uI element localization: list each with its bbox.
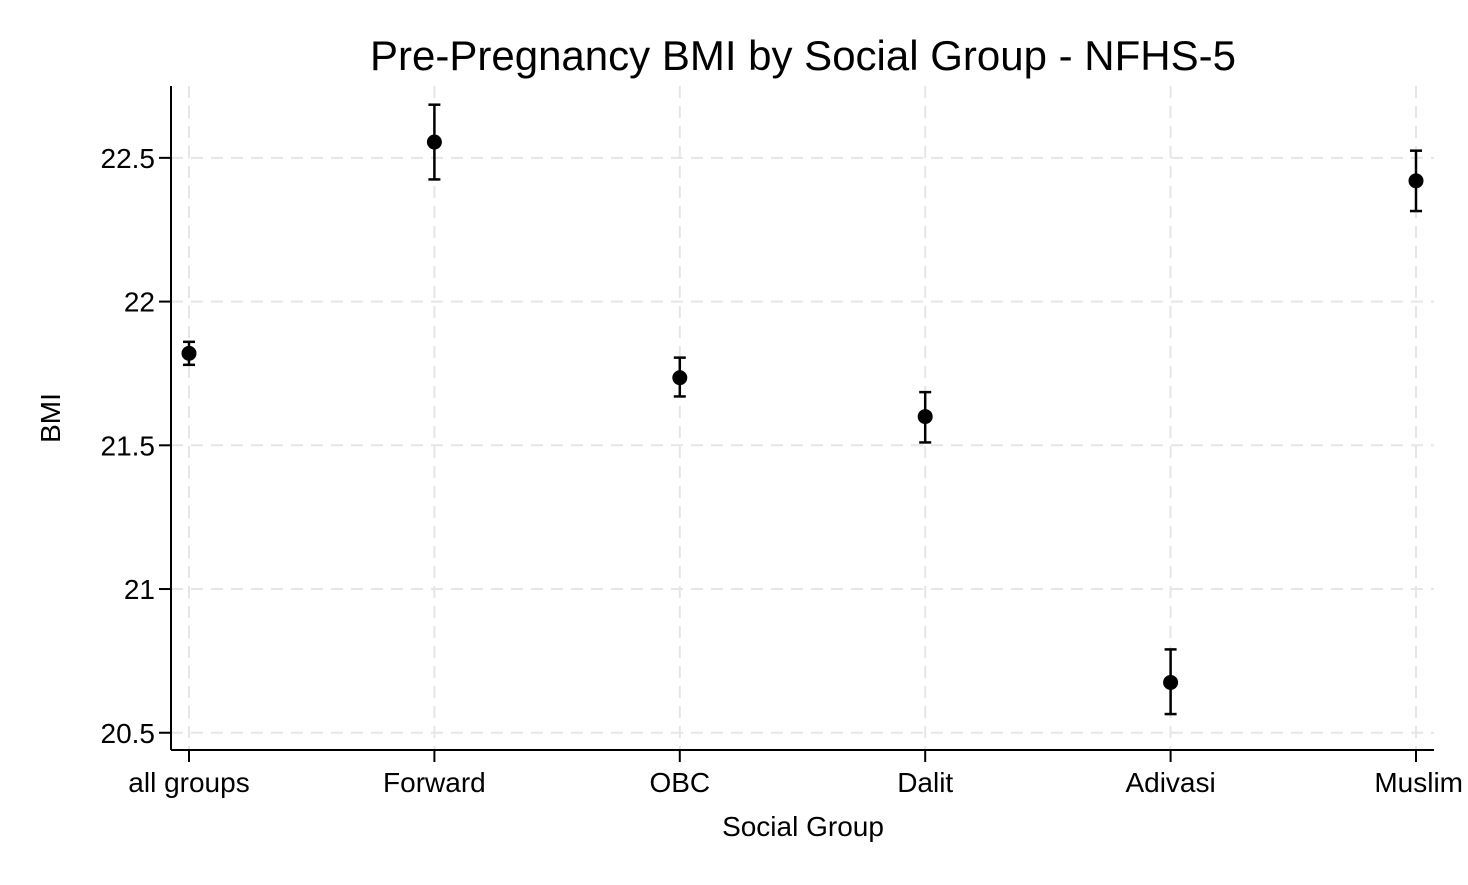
x-tick-label: Dalit [897, 767, 953, 798]
data-point [1163, 674, 1179, 690]
y-axis-label: BMI [35, 393, 66, 443]
data-marks [181, 103, 1424, 716]
x-tick-label: Adivasi [1125, 767, 1215, 798]
y-grid [171, 156, 1434, 734]
x-tick-label: Muslim [1374, 767, 1463, 798]
y-tick-label: 21 [124, 574, 155, 605]
estimate-muslim [1408, 149, 1424, 213]
x-tick-label: all groups [128, 767, 249, 798]
estimate-adivasi [1163, 648, 1179, 716]
x-tick-label: OBC [649, 767, 710, 798]
estimate-dalit [917, 390, 933, 444]
y-ticks: 20.5 21 21.5 22 22.5 [101, 143, 171, 749]
estimate-obc [672, 356, 688, 398]
x-axis-label: Social Group [722, 811, 884, 842]
estimate-all-groups [181, 340, 197, 367]
estimate-forward [426, 103, 442, 181]
data-point [426, 134, 442, 150]
x-grid [188, 86, 1417, 750]
y-tick-label: 21.5 [101, 430, 156, 461]
data-point [672, 370, 688, 386]
y-tick-label: 22.5 [101, 143, 156, 174]
data-point [1408, 173, 1424, 189]
chart-title: Pre-Pregnancy BMI by Social Group - NFHS… [370, 32, 1236, 79]
y-tick-label: 20.5 [101, 718, 156, 749]
axes [170, 86, 1434, 751]
y-tick-label: 22 [124, 287, 155, 318]
data-point [181, 345, 197, 361]
x-ticks: all groups Forward OBC Dalit Adivasi Muslim [128, 750, 1463, 798]
x-tick-label: Forward [383, 767, 486, 798]
data-point [917, 409, 933, 425]
